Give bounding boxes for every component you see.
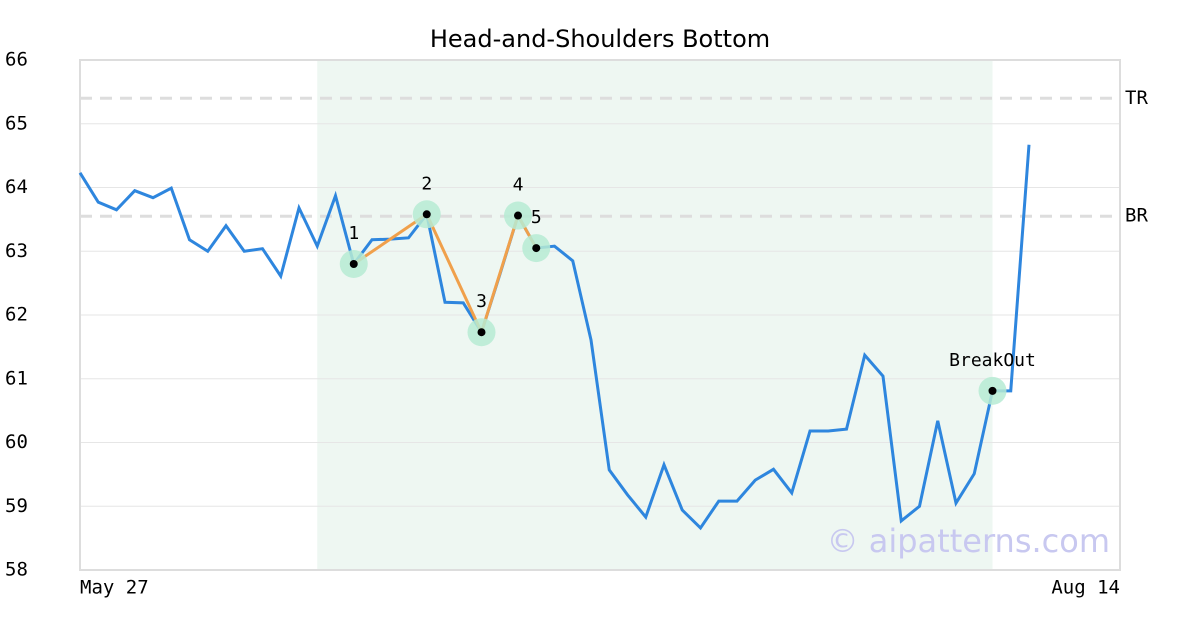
y-tick-label: 65	[5, 112, 28, 134]
pattern-label: 4	[513, 175, 524, 196]
y-tick-label: 59	[5, 495, 28, 517]
pattern-label: 3	[476, 291, 487, 312]
y-tick-label: 61	[5, 367, 28, 389]
pattern-label: 2	[421, 173, 432, 194]
y-tick-label: 63	[5, 240, 28, 262]
point-marker	[532, 244, 541, 253]
point-marker	[349, 260, 358, 268]
level-label: BR	[1125, 205, 1148, 227]
price-line	[78, 144, 1031, 531]
y-tick-label: 60	[5, 431, 28, 453]
point-marker	[514, 211, 522, 220]
point-marker	[422, 210, 431, 219]
y-tick-label: 58	[5, 559, 28, 581]
pattern-label: 1	[348, 223, 359, 244]
y-tick-label: 62	[5, 304, 28, 326]
point-marker	[988, 386, 997, 395]
watermark: © aipatterns.com	[827, 522, 1110, 560]
y-tick-label: 66	[5, 49, 28, 71]
chart-title: Head-and-Shoulders Bottom	[430, 25, 770, 53]
y-tick-label: 64	[5, 176, 28, 198]
level-label: TR	[1125, 87, 1148, 109]
x-tick-label: May 27	[80, 577, 149, 599]
pattern-label: 5	[531, 207, 542, 228]
point-marker	[477, 328, 486, 337]
x-tick-label: Aug 14	[1051, 577, 1120, 599]
breakout-label: BreakOut	[949, 350, 1036, 371]
plot-frame	[79, 59, 1121, 571]
